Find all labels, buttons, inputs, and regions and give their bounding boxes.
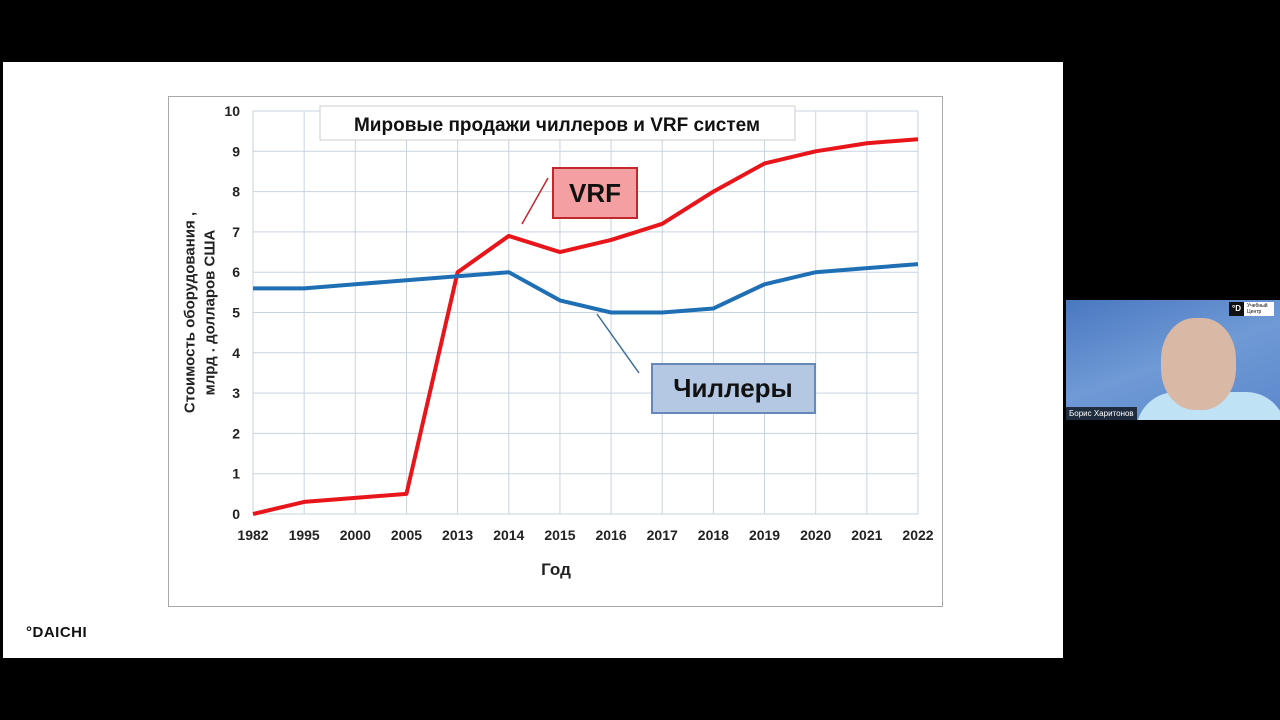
x-tick-label: 2018 <box>698 527 729 543</box>
x-tick-label: 2019 <box>749 527 780 543</box>
x-tick-label: 2022 <box>902 527 933 543</box>
y-tick-label: 0 <box>232 506 240 522</box>
y-tick-label: 7 <box>232 224 240 240</box>
daichi-logo: °DAICHI <box>26 624 88 641</box>
x-tick-label: 2005 <box>391 527 422 543</box>
chillers-callout-line <box>596 313 640 374</box>
chart-title: Мировые продажи чиллеров и VRF систем <box>354 115 760 136</box>
y-tick-label: 5 <box>232 305 240 321</box>
y-axis-label-line2: млрд . долларов США <box>201 229 219 396</box>
y-tick-label: 4 <box>232 345 240 361</box>
vrf-callout-label: VRF <box>569 178 621 208</box>
chillers-callout-label: Чиллеры <box>673 373 793 403</box>
y-tick-label: 9 <box>232 143 240 159</box>
x-tick-label: 2000 <box>340 527 371 543</box>
x-tick-label: 2016 <box>595 527 626 543</box>
x-tick-label: 2021 <box>851 527 882 543</box>
y-tick-label: 6 <box>232 264 240 280</box>
x-tick-label: 2017 <box>647 527 678 543</box>
badge-text: Учебный Центр <box>1247 303 1268 315</box>
x-tick-label: 2013 <box>442 527 473 543</box>
chillers-callout-box <box>651 363 816 414</box>
chart-title-box <box>319 105 796 141</box>
participant-name: Борис Харитонов <box>1066 407 1137 420</box>
x-axis-label: Год <box>541 560 571 579</box>
series-line-vrf <box>252 137 919 516</box>
y-axis-label-line1: Стоимость оборудования , <box>181 211 199 414</box>
y-tick-label: 2 <box>232 425 240 441</box>
vrf-callout-box <box>552 167 638 219</box>
y-tick-label: 3 <box>232 385 240 401</box>
x-tick-label: 1995 <box>289 527 320 543</box>
y-tick-label: 8 <box>232 184 240 200</box>
vrf-callout-line <box>521 177 549 225</box>
speaker-face <box>1161 318 1236 410</box>
webcam-badge: °D Учебный Центр <box>1229 302 1274 316</box>
series-line-chillers <box>253 262 919 315</box>
x-tick-label: 2014 <box>493 527 524 543</box>
x-tick-label: 2015 <box>544 527 575 543</box>
badge-logo: °D <box>1229 302 1244 316</box>
x-tick-label: 2020 <box>800 527 831 543</box>
x-tick-label: 1982 <box>237 527 268 543</box>
y-tick-label: 1 <box>232 466 240 482</box>
y-tick-label: 10 <box>224 103 240 119</box>
webcam-video[interactable]: °D Учебный Центр Борис Харитонов <box>1066 300 1280 420</box>
